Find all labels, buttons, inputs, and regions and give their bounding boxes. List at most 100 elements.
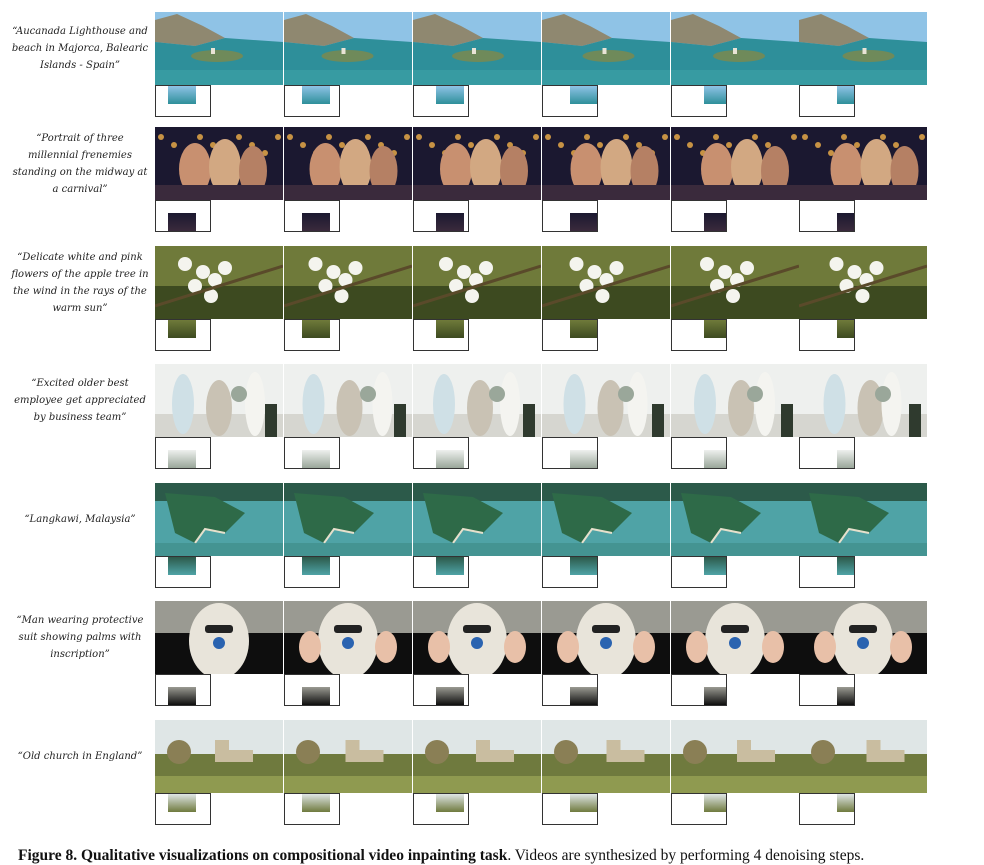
mask-visible-region (168, 320, 196, 338)
video-frame (799, 127, 927, 200)
mask-thumbnail (542, 200, 598, 232)
video-frame (284, 364, 412, 437)
mask-visible-region (302, 794, 330, 812)
frame-strip (155, 720, 928, 825)
row-caption: “Langkawi, Malaysia” (24, 514, 136, 525)
mask-visible-region (837, 687, 854, 705)
video-frame (413, 601, 541, 674)
mask-thumbnail (799, 200, 855, 232)
example-row: “Man wearing protective suit showing pal… (0, 601, 984, 711)
video-frame (413, 12, 541, 85)
video-frame (671, 127, 799, 200)
mask-visible-region (704, 687, 726, 705)
mask-thumbnail (799, 437, 855, 469)
mask-visible-region (436, 687, 464, 705)
video-frame (542, 601, 670, 674)
mask-thumbnail (155, 556, 211, 588)
row-caption: “Old church in England” (17, 751, 143, 762)
mask-visible-region (570, 320, 597, 338)
mask-visible-region (704, 557, 726, 575)
mask-thumbnail (671, 674, 727, 706)
mask-visible-region (704, 450, 726, 468)
mask-thumbnail (284, 556, 340, 588)
mask-visible-region (570, 86, 597, 104)
video-frame (413, 127, 541, 200)
video-frame (413, 364, 541, 437)
mask-thumbnail (413, 85, 469, 117)
mask-visible-region (168, 794, 196, 812)
figure-title: Qualitative visualizations on compositio… (81, 846, 508, 864)
video-frame (155, 601, 283, 674)
example-row: “Aucanada Lighthouse and beach in Majorc… (0, 12, 984, 122)
video-frame (799, 483, 927, 556)
mask-visible-region (837, 450, 854, 468)
mask-thumbnail (284, 674, 340, 706)
mask-visible-region (168, 557, 196, 575)
mask-thumbnail (155, 793, 211, 825)
mask-thumbnail (671, 85, 727, 117)
mask-thumbnail (284, 85, 340, 117)
video-frame (799, 601, 927, 674)
mask-thumbnail (671, 319, 727, 351)
mask-thumbnail (284, 319, 340, 351)
frame-strip (155, 364, 928, 469)
video-frame (284, 246, 412, 319)
mask-visible-region (837, 213, 854, 231)
video-frame (542, 246, 670, 319)
video-frame (671, 720, 799, 793)
mask-thumbnail (799, 556, 855, 588)
video-frame (284, 601, 412, 674)
mask-thumbnail (413, 319, 469, 351)
video-frame (671, 12, 799, 85)
mask-visible-region (837, 86, 854, 104)
example-row: “Old church in England” (0, 720, 984, 830)
video-frame (542, 720, 670, 793)
mask-thumbnail (542, 85, 598, 117)
mask-visible-region (704, 320, 726, 338)
mask-thumbnail (799, 674, 855, 706)
row-caption: “Excited older best employee get appreci… (14, 378, 146, 423)
mask-thumbnail (155, 319, 211, 351)
row-caption: “Man wearing protective suit showing pal… (16, 615, 144, 660)
mask-thumbnail (155, 674, 211, 706)
video-frame (542, 364, 670, 437)
mask-thumbnail (671, 200, 727, 232)
example-row: “Delicate white and pink flowers of the … (0, 246, 984, 356)
mask-visible-region (837, 320, 854, 338)
row-caption: “Aucanada Lighthouse and beach in Majorc… (11, 26, 149, 71)
mask-thumbnail (284, 200, 340, 232)
mask-thumbnail (413, 200, 469, 232)
video-frame (799, 12, 927, 85)
mask-visible-region (168, 86, 196, 104)
video-frame (155, 720, 283, 793)
mask-thumbnail (799, 319, 855, 351)
mask-visible-region (302, 450, 330, 468)
mask-thumbnail (413, 793, 469, 825)
mask-thumbnail (413, 674, 469, 706)
mask-visible-region (436, 86, 464, 104)
mask-visible-region (302, 213, 330, 231)
video-frame (155, 12, 283, 85)
mask-visible-region (704, 213, 726, 231)
mask-visible-region (570, 450, 597, 468)
mask-visible-region (837, 794, 854, 812)
figure-caption: Figure 8. Qualitative visualizations on … (18, 847, 978, 865)
video-frame (413, 246, 541, 319)
frame-strip (155, 246, 928, 351)
video-frame (155, 127, 283, 200)
mask-visible-region (570, 687, 597, 705)
video-frame (799, 364, 927, 437)
mask-thumbnail (284, 437, 340, 469)
mask-thumbnail (799, 793, 855, 825)
mask-thumbnail (413, 437, 469, 469)
example-row: “Excited older best employee get appreci… (0, 364, 984, 474)
mask-thumbnail (671, 437, 727, 469)
video-frame (671, 364, 799, 437)
frame-strip (155, 483, 928, 588)
mask-visible-region (302, 86, 330, 104)
mask-visible-region (570, 213, 597, 231)
video-frame (542, 483, 670, 556)
mask-thumbnail (284, 793, 340, 825)
mask-visible-region (436, 557, 464, 575)
mask-visible-region (704, 794, 726, 812)
